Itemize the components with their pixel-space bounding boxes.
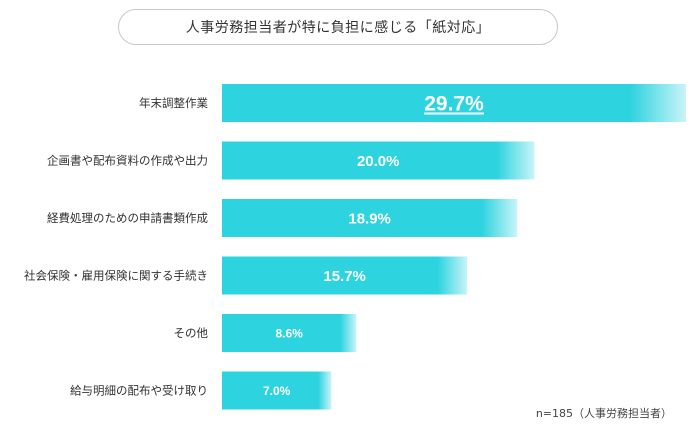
sample-size-note: n=185（人事労務担当者） [535,407,672,420]
category-label: その他 [174,326,209,340]
category-label: 給与明細の配布や受け取り [70,384,208,398]
chart-title: 人事労務担当者が特に負担に感じる「紙対応」 [118,9,558,45]
value-labels: 29.7% 20.0% 18.9% 15.7% 8.6% 7.0% [263,93,484,398]
value-label: 7.0% [263,384,291,398]
category-label: 経費処理のための申請書類作成 [47,211,208,225]
bars [222,84,686,410]
bar [222,84,686,122]
category-label: 企画書や配布資料の作成や出力 [47,154,208,168]
value-label: 20.0% [357,153,400,170]
value-label: 15.7% [323,268,366,285]
bar [222,314,357,352]
category-label: 年末調整作業 [139,96,208,110]
category-labels: 年末調整作業企画書や配布資料の作成や出力経費処理のための申請書類作成社会保険・雇… [24,96,208,398]
bar [222,141,535,180]
bar [222,256,468,295]
bar [222,371,332,410]
value-label: 18.9% [348,210,391,227]
value-label: 29.7% [424,93,484,116]
bar [222,199,518,237]
category-label: 社会保険・雇用保険に関する手続き [24,269,208,283]
value-label: 8.6% [275,326,303,340]
